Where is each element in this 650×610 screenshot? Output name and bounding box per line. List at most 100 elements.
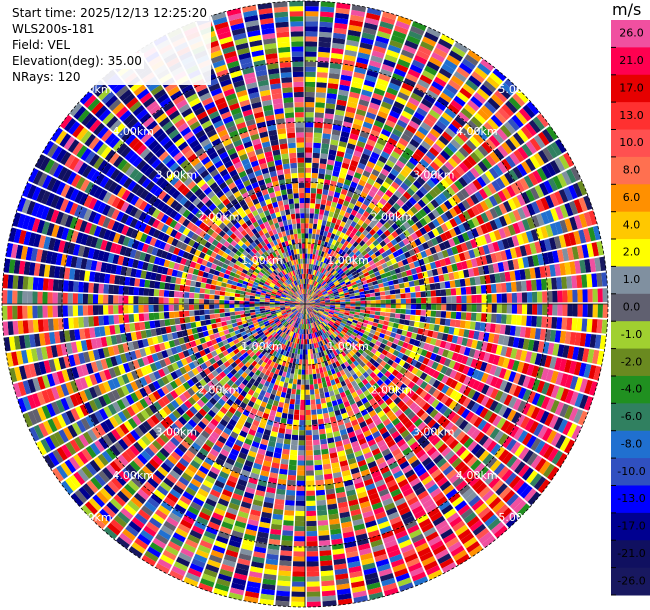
gate-cell	[338, 262, 344, 269]
gate-cell	[380, 299, 386, 304]
gate-cell	[309, 258, 312, 265]
gate-cell	[308, 279, 311, 285]
gate-cell	[334, 22, 348, 30]
gate-cell	[341, 69, 353, 77]
gate-cell	[318, 41, 331, 48]
gate-cell	[299, 409, 305, 416]
gate-cell	[320, 397, 326, 404]
gate-cell	[466, 295, 472, 303]
gate-cell	[474, 276, 481, 285]
gate-cell	[283, 443, 291, 450]
gate-cell	[398, 283, 405, 289]
gate-cell	[410, 25, 425, 36]
gate-cell	[373, 193, 382, 202]
gate-cell	[410, 298, 417, 304]
gate-cell	[342, 216, 348, 223]
gate-cell	[350, 306, 356, 309]
gate-cell	[365, 111, 377, 120]
gate-cell	[566, 276, 573, 289]
gate-cell	[366, 7, 382, 16]
gate-cell	[389, 289, 396, 295]
gate-cell	[281, 453, 290, 460]
gate-cell	[297, 348, 301, 355]
gate-cell	[305, 36, 318, 42]
gate-cell	[386, 49, 400, 59]
gate-cell	[294, 409, 300, 415]
gate-cell	[400, 169, 410, 178]
gate-cell	[342, 183, 350, 191]
gate-cell	[349, 296, 356, 299]
gate-cell	[298, 440, 305, 446]
gate-cell	[383, 59, 396, 68]
gate-cell	[344, 152, 353, 160]
gate-cell	[374, 142, 385, 151]
gate-cell	[312, 286, 316, 292]
gate-cell	[344, 211, 351, 219]
gate-cell	[283, 382, 289, 388]
gate-cell	[359, 291, 365, 295]
gate-cell	[315, 276, 319, 282]
gate-cell	[353, 205, 360, 212]
gate-cell	[323, 417, 331, 424]
gate-cell	[456, 295, 462, 303]
gate-cell	[276, 585, 291, 592]
gate-cell	[327, 272, 332, 278]
gate-cell	[440, 150, 451, 161]
gate-cell	[476, 294, 482, 303]
gate-cell	[312, 152, 320, 159]
gate-cell	[306, 278, 308, 284]
gate-cell	[355, 244, 362, 251]
gate-cell	[344, 195, 352, 203]
gate-cell	[416, 304, 422, 310]
gate-cell	[339, 84, 350, 92]
gate-cell	[335, 109, 345, 116]
gate-cell	[332, 196, 339, 203]
gate-cell	[413, 111, 425, 122]
gate-cell	[406, 187, 415, 197]
gate-cell	[343, 240, 350, 247]
gate-cell	[357, 196, 365, 203]
gate-cell	[426, 132, 438, 143]
gate-cell	[357, 162, 366, 170]
gate-cell	[305, 157, 312, 163]
gate-cell	[368, 202, 376, 210]
gate-cell	[393, 146, 404, 156]
gate-cell	[436, 153, 447, 164]
gate-cell	[379, 315, 385, 321]
gate-cell	[337, 225, 344, 232]
gate-cell	[362, 187, 370, 195]
gate-cell	[374, 311, 381, 316]
gate-cell	[275, 595, 290, 602]
gate-cell	[305, 293, 306, 299]
gate-cell	[305, 137, 313, 143]
gate-cell	[421, 70, 435, 81]
gate-cell	[313, 244, 318, 250]
gate-cell	[295, 495, 305, 501]
gate-cell	[305, 394, 310, 400]
gate-cell	[370, 210, 378, 218]
gate-cell	[356, 184, 364, 192]
gate-cell	[441, 304, 447, 311]
gate-cell	[320, 372, 325, 378]
gate-cell	[577, 304, 583, 317]
gate-cell	[318, 46, 331, 53]
gate-cell	[310, 274, 313, 280]
gate-cell	[292, 576, 305, 582]
gate-cell	[306, 541, 318, 547]
gate-cell	[445, 83, 458, 95]
gate-cell	[306, 515, 317, 522]
gate-cell	[561, 317, 568, 330]
gate-cell	[292, 378, 298, 385]
gate-cell	[456, 91, 469, 103]
gate-cell	[460, 287, 467, 295]
gate-cell	[325, 277, 330, 283]
gate-cell	[402, 44, 417, 55]
gate-cell	[526, 315, 532, 327]
gate-cell	[582, 289, 588, 303]
gate-cell	[405, 161, 416, 170]
gate-cell	[309, 223, 313, 229]
gate-cell	[305, 430, 312, 436]
gate-cell	[360, 215, 367, 222]
gate-cell	[316, 77, 328, 83]
gate-cell	[361, 153, 370, 161]
